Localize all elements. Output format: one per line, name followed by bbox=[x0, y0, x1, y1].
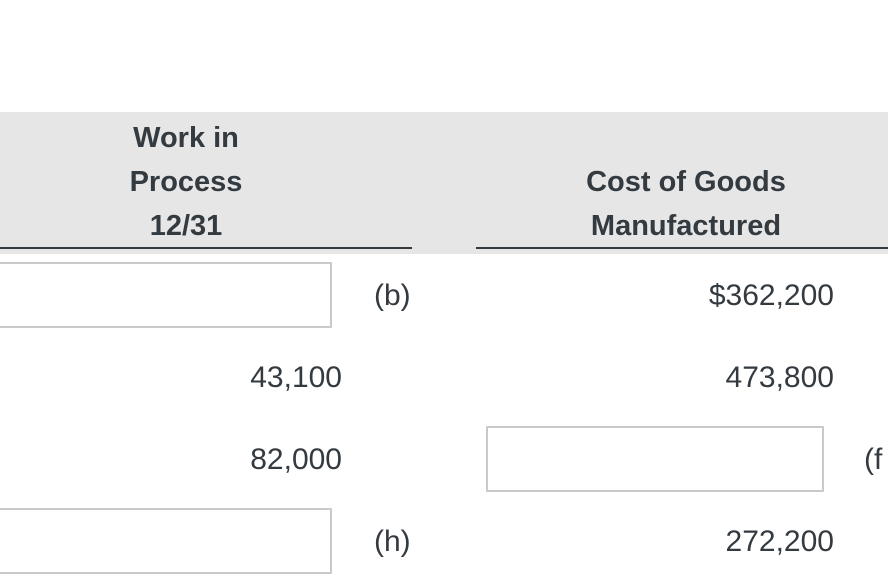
answer-marker-f: (f bbox=[864, 443, 883, 476]
column-header-underline bbox=[476, 247, 888, 249]
cogm-value-row-1: $362,200 bbox=[708, 279, 834, 312]
column-header-underline bbox=[0, 247, 412, 249]
wip-answer-input-row-1[interactable] bbox=[0, 262, 332, 328]
answer-marker-h: (h) bbox=[374, 525, 411, 558]
cogm-answer-input-row-3[interactable] bbox=[486, 426, 824, 492]
column-header-cost-of-goods-manufactured: Cost of Goods Manufactured bbox=[476, 160, 888, 248]
column-header-line: Process bbox=[129, 166, 243, 198]
wip-value-row-2: 43,100 bbox=[250, 361, 342, 394]
column-header-work-in-process: Work in Process 12/31 bbox=[0, 116, 372, 248]
column-header-line: Cost of Goods bbox=[586, 166, 786, 198]
cogm-value-row-2: 473,800 bbox=[725, 361, 834, 394]
column-header-line: Work in bbox=[133, 122, 239, 154]
column-header-line: Manufactured bbox=[590, 210, 782, 242]
table-header-band bbox=[0, 112, 888, 254]
column-header-line: 12/31 bbox=[149, 210, 223, 242]
cogm-value-row-4: 272,200 bbox=[725, 525, 834, 558]
wip-answer-input-row-4[interactable] bbox=[0, 508, 332, 574]
answer-marker-b: (b) bbox=[374, 279, 411, 312]
wip-value-row-3: 82,000 bbox=[250, 443, 342, 476]
